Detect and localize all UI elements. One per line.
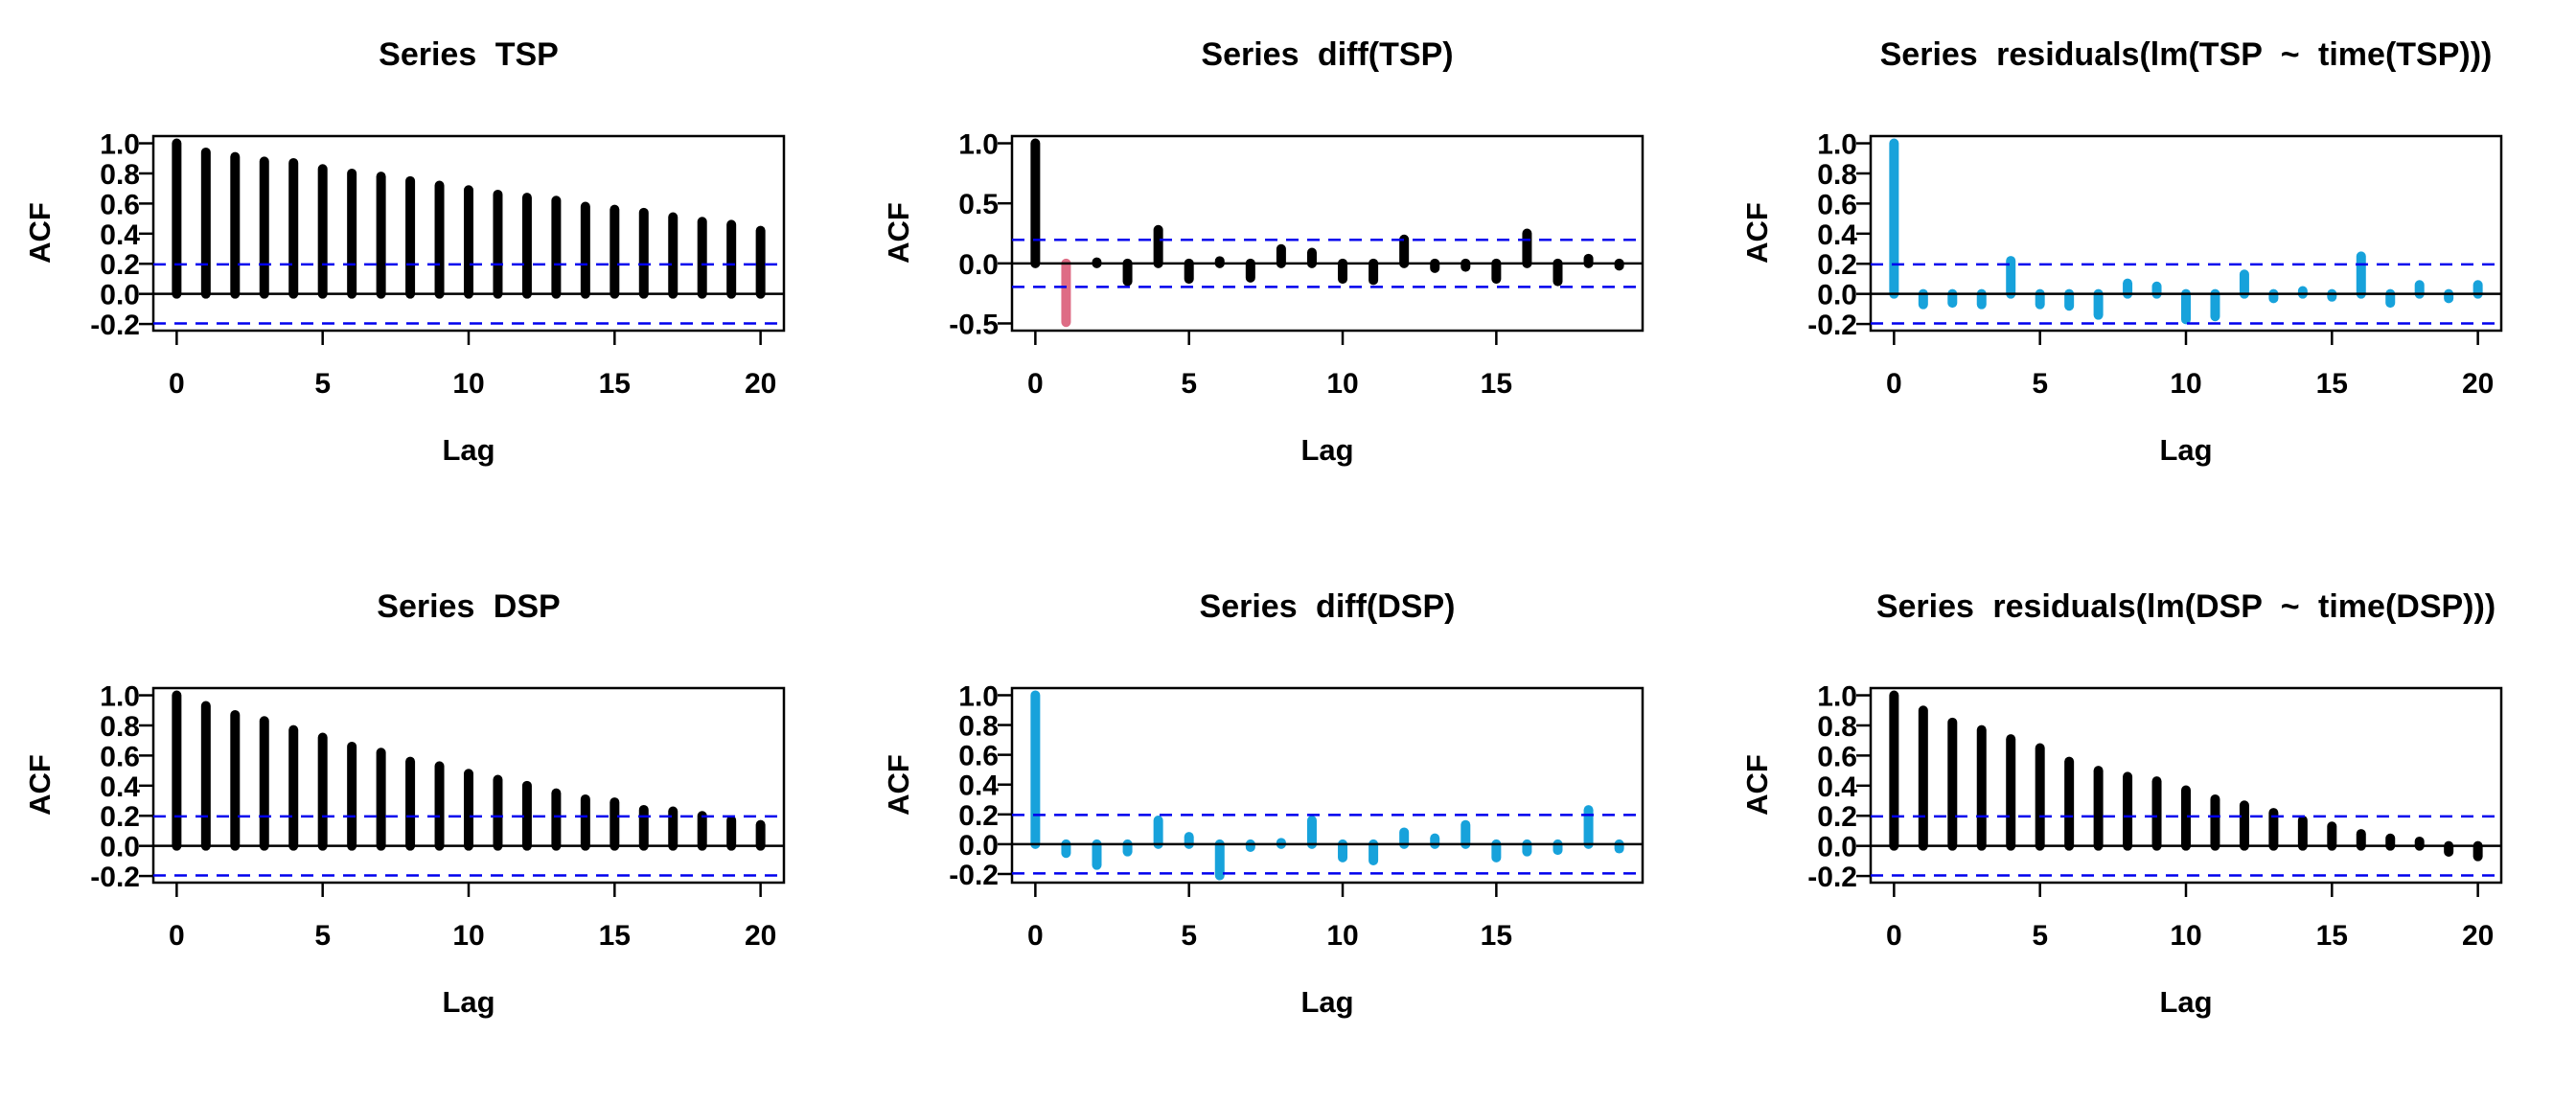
y-axis-tick-label: -0.5 xyxy=(949,309,999,340)
y-axis-tick-label: -0.2 xyxy=(1807,310,1857,341)
x-axis-tick-label: 20 xyxy=(2462,920,2494,952)
plot-box xyxy=(1010,134,1644,333)
acf-plot-canvas: 1.00.80.60.40.20.0-0.2 0 5 10 15 20 xyxy=(90,681,786,952)
y-axis-tick-label: -0.2 xyxy=(949,860,999,891)
y-axis-tick-label: 0.6 xyxy=(100,189,140,220)
y-axis-tick-label: 0.4 xyxy=(1817,219,1857,251)
x-axis-tick-label: 15 xyxy=(1481,368,1512,400)
x-axis-tick-label: 10 xyxy=(452,368,484,400)
x-axis-tick-label: 0 xyxy=(1886,368,1902,400)
x-axis-tick-label: 0 xyxy=(169,920,185,952)
acf-plot-canvas: 1.0 0.5 0.0 -0.5 0 5 10 15 xyxy=(949,129,1644,400)
y-axis-tick-label: 0.4 xyxy=(100,219,140,251)
y-axis-tick-label: 1.0 xyxy=(100,129,140,161)
x-axis-tick-label: 0 xyxy=(169,368,185,400)
y-axis-tick-label: -0.2 xyxy=(90,310,140,341)
y-axis-tick-label: 0.0 xyxy=(958,830,999,862)
y-axis-tick-label: 1.0 xyxy=(958,129,999,161)
acf-plot-canvas: 1.00.80.60.40.20.0-0.2 0 5 10 15 20 xyxy=(90,129,786,400)
x-axis-tick-label: 5 xyxy=(314,368,331,400)
x-axis-tick-label: 15 xyxy=(2316,368,2348,400)
x-axis-tick-label: 15 xyxy=(2316,920,2348,952)
x-axis-tick-label: 5 xyxy=(2032,368,2048,400)
x-axis-tick-label: 0 xyxy=(1027,368,1044,400)
plot-box xyxy=(1010,686,1644,885)
x-axis-tick-label: 5 xyxy=(1181,920,1197,952)
plot-box xyxy=(1869,686,2503,885)
y-axis-tick-label: -0.2 xyxy=(90,862,140,893)
y-axis-tick-label: -0.2 xyxy=(1807,862,1857,893)
y-axis-tick-label: 0.8 xyxy=(958,711,999,743)
x-axis-tick-label: 15 xyxy=(599,368,631,400)
y-axis-tick-label: 0.8 xyxy=(100,159,140,191)
y-axis-tick-label: 0.2 xyxy=(1817,801,1857,833)
acf-plot-canvas: 1.00.80.60.40.20.0-0.2 0 5 10 15 xyxy=(949,680,1644,952)
y-axis-tick-label: 0.6 xyxy=(1817,189,1857,220)
x-axis-tick-label: 20 xyxy=(2462,368,2494,400)
y-axis-tick-label: 0.2 xyxy=(1817,249,1857,281)
y-axis-tick-label: 0.2 xyxy=(958,800,999,832)
x-axis-label: Lag xyxy=(442,985,495,1019)
y-axis-tick-label: 0.2 xyxy=(100,801,140,833)
x-axis-tick-label: 10 xyxy=(2170,920,2201,952)
x-axis-tick-label: 0 xyxy=(1886,920,1902,952)
y-axis-tick-label: 0.4 xyxy=(1817,771,1857,803)
acf-panel-tsp: Series TSP ACF 1.0 0.8 0.6 0.4 0.2 0.0 -0.2 0 5 1… xyxy=(0,0,859,552)
x-axis-label: Lag xyxy=(1300,433,1354,467)
acf-panel-residuals-tsp: Series residuals(lm(TSP ~ time(TSP))) AC… xyxy=(1717,0,2576,552)
x-axis-label: Lag xyxy=(1300,985,1354,1019)
plot-box xyxy=(151,686,786,885)
acf-plot-canvas: 1.00.80.60.40.20.0-0.2 0 5 10 15 20 xyxy=(1807,681,2503,952)
acf-panel-residuals-dsp: Series residuals(lm(DSP ~ time(DSP))) AC… xyxy=(1717,552,2576,1104)
plot-title: Series diff(TSP) xyxy=(1201,36,1454,73)
x-axis-tick-label: 10 xyxy=(2170,368,2201,400)
plot-title: Series residuals(lm(TSP ~ time(TSP))) xyxy=(1879,36,2493,73)
x-axis-label: Lag xyxy=(2159,433,2213,467)
y-axis-tick-label: 0.2 xyxy=(100,249,140,281)
x-axis-tick-label: 0 xyxy=(1027,920,1044,952)
x-axis-label: Lag xyxy=(2159,985,2213,1019)
y-axis-tick-label: 0.6 xyxy=(1817,741,1857,772)
x-axis-tick-label: 5 xyxy=(2032,920,2048,952)
acf-panel-diff-tsp: Series diff(TSP) ACF 1.0 0.5 0.0 -0.5 0 5 10 15… xyxy=(859,0,1717,552)
y-axis-tick-label: 0.6 xyxy=(958,741,999,772)
plot-title: Series DSP xyxy=(377,588,561,625)
plot-title: Series residuals(lm(DSP ~ time(DSP))) xyxy=(1875,588,2496,625)
y-axis-tick-label: 0.4 xyxy=(100,771,140,803)
x-axis-tick-label: 10 xyxy=(1326,368,1358,400)
y-axis-tick-label: 1.0 xyxy=(1817,129,1857,161)
acf-panel-dsp: Series DSP ACF 1.0 0.8 0.6 0.4 0.2 0.0 -0.2 0 5 1… xyxy=(0,552,859,1104)
y-axis-tick-label: 0.0 xyxy=(1817,832,1857,863)
x-axis-tick-label: 15 xyxy=(1481,920,1512,952)
acf-panel-diff-dsp: Series diff(DSP) ACF 1.0 0.8 0.6 0.4 0.2 0.0-… xyxy=(859,552,1717,1104)
x-axis-label: Lag xyxy=(442,433,495,467)
y-axis-tick-label: 0.0 xyxy=(100,832,140,863)
y-axis-tick-label: 0.8 xyxy=(100,711,140,743)
x-axis-tick-label: 20 xyxy=(745,920,776,952)
x-axis-tick-label: 10 xyxy=(1326,920,1358,952)
x-axis-tick-label: 10 xyxy=(452,920,484,952)
y-axis-tick-label: 0.0 xyxy=(1817,280,1857,311)
x-axis-tick-label: 15 xyxy=(599,920,631,952)
x-axis-tick-label: 5 xyxy=(1181,368,1197,400)
plot-title: Series diff(DSP) xyxy=(1199,588,1456,625)
plot-title: Series TSP xyxy=(379,36,559,73)
y-axis-tick-label: 0.4 xyxy=(958,770,999,802)
y-axis-tick-label: 0.8 xyxy=(1817,159,1857,191)
x-axis-tick-label: 20 xyxy=(745,368,776,400)
y-axis-tick-label: 1.0 xyxy=(100,681,140,713)
y-axis-tick-label: 1.0 xyxy=(1817,681,1857,713)
y-axis-tick-label: 0.6 xyxy=(100,741,140,772)
x-axis-tick-label: 5 xyxy=(314,920,331,952)
plot-box xyxy=(151,134,786,333)
y-axis-tick-label: 0.8 xyxy=(1817,711,1857,743)
y-axis-tick-label: 0.0 xyxy=(958,249,999,281)
plot-box xyxy=(1869,134,2503,333)
y-axis-tick-label: 0.5 xyxy=(958,189,999,220)
y-axis-tick-label: 0.0 xyxy=(100,280,140,311)
y-axis-tick-label: 1.0 xyxy=(958,680,999,712)
acf-plot-canvas: 1.00.80.60.40.20.0-0.2 0 5 10 15 20 xyxy=(1807,129,2503,400)
